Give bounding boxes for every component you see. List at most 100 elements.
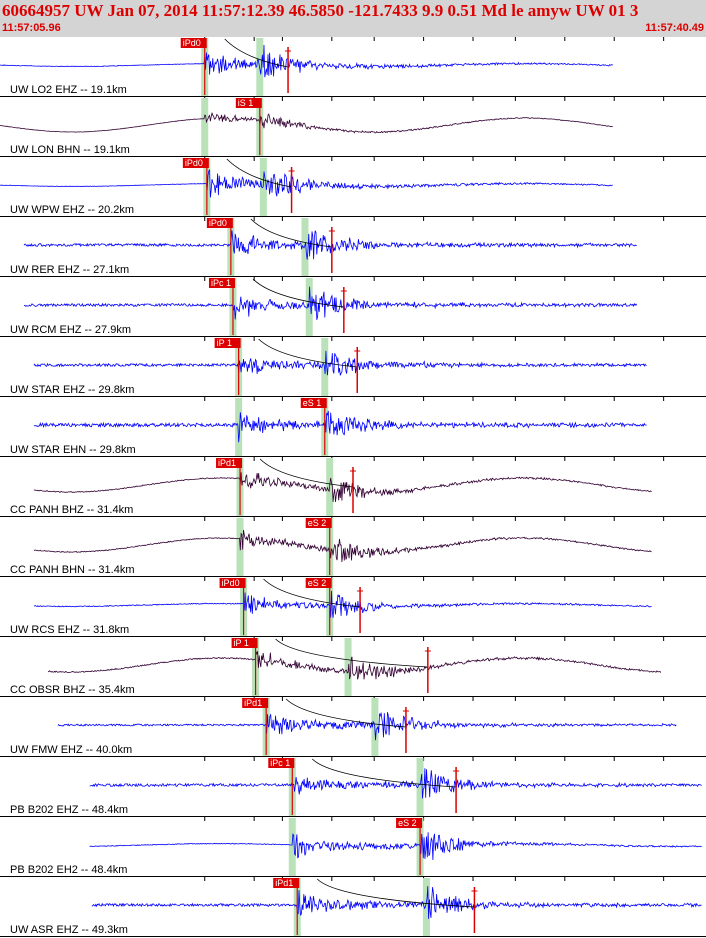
coda-curve <box>316 878 475 908</box>
pick-label: eS 1 <box>303 398 322 408</box>
pick-flag <box>208 278 235 288</box>
station-label: CC PANH BHZ -- 31.4km <box>10 504 133 516</box>
pick-label: iPd0 <box>222 578 240 588</box>
trace-row: eS 1 UW STAR EHN -- 29.8km <box>0 397 706 457</box>
pick-flag <box>268 758 295 768</box>
station-label: UW FMW EHZ -- 40.0km <box>10 744 132 756</box>
trace-row: iPd0 eS 2 UW RCS EHZ -- 31.8km <box>0 577 706 637</box>
station-label: UW RCM EHZ -- 27.9km <box>10 324 131 336</box>
coda-curve <box>285 698 406 728</box>
waveform <box>33 472 652 503</box>
trace-row: iPd1 UW FMW EHZ -- 40.0km <box>0 697 706 757</box>
event-header: 60664957 UW Jan 07, 2014 11:57:12.39 46.… <box>0 0 706 37</box>
pick-label: iPd0 <box>183 38 201 48</box>
pick-label: iP 1 <box>234 638 249 648</box>
pick-flag <box>182 158 209 168</box>
coda-curve <box>226 158 292 188</box>
waveform <box>89 768 702 799</box>
trace-row: iP 1 CC OBSR BHZ -- 35.4km <box>0 637 706 697</box>
coda-curve <box>263 578 361 608</box>
waveform <box>33 410 647 443</box>
station-label: UW RER EHZ -- 27.1km <box>10 264 129 276</box>
coda-curve <box>224 38 289 68</box>
pick-label: iPd0 <box>209 218 227 228</box>
trace-row: eS 2 PB B202 EH2 -- 48.4km <box>0 817 706 877</box>
station-label: UW LO2 EHZ -- 19.1km <box>10 84 127 96</box>
station-label: PB B202 EH2 -- 48.4km <box>10 864 127 876</box>
pick-flag <box>396 818 423 828</box>
coda-curve <box>259 458 354 488</box>
trace-row: eS 2 CC PANH BHN -- 31.4km <box>0 517 706 577</box>
pick-flag <box>305 578 332 588</box>
trace-row: iS 1 UW LON BHN -- 19.1km <box>0 97 706 157</box>
trace-row: iPc 1 PB B202 EHZ -- 48.4km <box>0 757 706 817</box>
pick-label: iPd1 <box>275 878 293 888</box>
waveform <box>23 286 638 320</box>
trace-row: iPd1 UW ASR EHZ -- 49.3km <box>0 877 706 937</box>
waveform <box>23 230 637 260</box>
waveform <box>0 169 613 198</box>
end-time: 11:57:40.49 <box>645 22 704 34</box>
trace-row: iPd0 UW LO2 EHZ -- 19.1km <box>0 37 706 97</box>
pick-flag <box>305 518 332 528</box>
pick-label: eS 2 <box>308 518 327 528</box>
s-window <box>422 878 430 936</box>
trace-row: iPd0 UW RER EHZ -- 27.1km <box>0 217 706 277</box>
station-label: UW LON BHN -- 19.1km <box>10 144 130 156</box>
pick-flag <box>219 578 246 588</box>
station-label: UW RCS EHZ -- 31.8km <box>10 624 129 636</box>
p-window <box>235 398 243 456</box>
trace-row: iP 1 UW STAR EHZ -- 29.8km <box>0 337 706 397</box>
s-window <box>305 278 313 336</box>
waveform <box>0 44 613 78</box>
pick-label: iPd0 <box>185 158 203 168</box>
coda-curve <box>312 758 457 788</box>
pick-flag <box>180 38 207 48</box>
pick-label: eS 2 <box>308 578 327 588</box>
pick-flag <box>216 458 243 468</box>
pick-label: eS 2 <box>398 818 417 828</box>
p-window <box>288 818 296 876</box>
pick-flag <box>214 338 241 348</box>
station-label: CC PANH BHN -- 31.4km <box>10 564 134 576</box>
station-label: CC OBSR BHZ -- 35.4km <box>10 684 135 696</box>
pick-flag <box>300 398 327 408</box>
trace-row: iPd1 CC PANH BHZ -- 31.4km <box>0 457 706 517</box>
coda-curve <box>252 278 344 308</box>
pick-flag <box>235 98 262 108</box>
s-window <box>416 758 424 816</box>
station-label: PB B202 EHZ -- 48.4km <box>10 804 128 816</box>
waveform <box>91 886 702 919</box>
s-window <box>344 638 352 696</box>
pick-label: iS 1 <box>238 98 254 108</box>
pick-label: iP 1 <box>217 338 232 348</box>
trace-row: iPd0 UW WPW EHZ -- 20.2km <box>0 157 706 217</box>
seismogram-panel: iPd0 UW LO2 EHZ -- 19.1km iS 1 UW LON BHN -… <box>0 37 706 937</box>
pick-flag <box>273 878 300 888</box>
waveform <box>47 651 662 680</box>
s-window <box>301 218 309 276</box>
waveform <box>33 350 647 376</box>
pick-label: iPc 1 <box>211 278 231 288</box>
station-label: UW WPW EHZ -- 20.2km <box>10 204 134 216</box>
coda-curve <box>258 338 358 368</box>
pick-flag <box>242 698 269 708</box>
trace-row: iPc 1 UW RCM EHZ -- 27.9km <box>0 277 706 337</box>
start-time: 11:57:05.96 <box>2 22 61 34</box>
coda-curve <box>275 638 428 668</box>
waveform <box>33 590 652 618</box>
event-title: 60664957 UW Jan 07, 2014 11:57:12.39 46.… <box>2 1 639 20</box>
pick-flag <box>231 638 258 648</box>
pick-label: iPd1 <box>244 698 262 708</box>
station-label: UW STAR EHZ -- 29.8km <box>10 384 134 396</box>
waveform <box>89 832 702 861</box>
coda-curve <box>250 218 332 248</box>
station-label: UW ASR EHZ -- 49.3km <box>10 924 128 936</box>
pick-label: iPd1 <box>218 458 236 468</box>
pick-label: iPc 1 <box>270 758 290 768</box>
waveform <box>57 712 677 741</box>
p-window <box>201 98 209 156</box>
pick-flag <box>206 218 233 228</box>
station-label: UW STAR EHN -- 29.8km <box>10 444 136 456</box>
waveform <box>33 529 652 563</box>
